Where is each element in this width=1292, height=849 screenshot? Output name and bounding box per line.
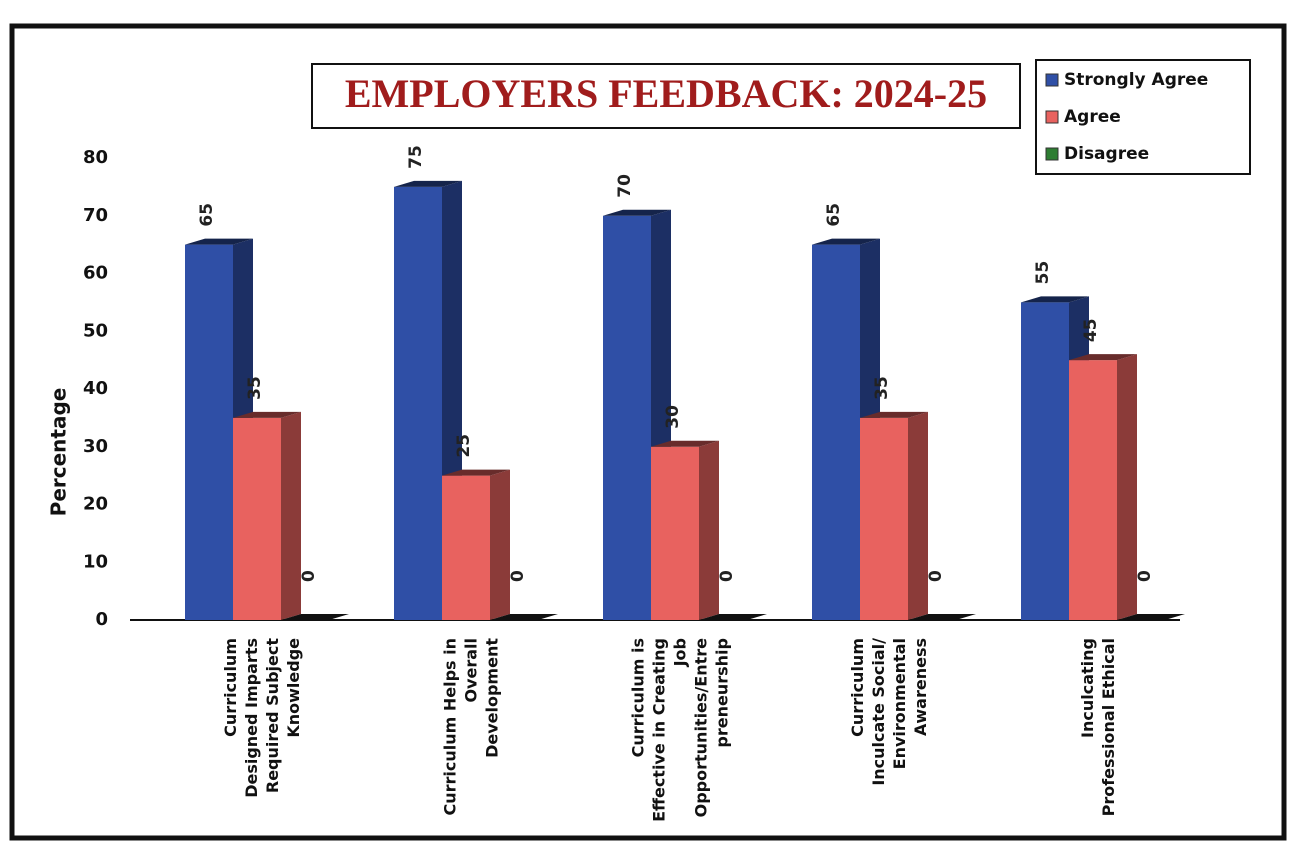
legend-label: Strongly Agree [1064, 70, 1208, 90]
bar [1069, 360, 1117, 620]
y-tick-label: 10 [83, 551, 108, 572]
value-label: 75 [406, 145, 426, 169]
bar-top [812, 238, 880, 245]
y-tick-label: 30 [83, 436, 108, 457]
bar [1021, 302, 1069, 620]
bar-top [233, 411, 301, 418]
x-tick-label: Effective in Creating [650, 638, 669, 822]
x-tick-label: Designed Imparts [242, 638, 261, 798]
bar-top [603, 209, 671, 216]
bar-side [1117, 354, 1137, 620]
y-tick-label: 80 [83, 147, 108, 168]
y-tick-label: 40 [83, 378, 108, 399]
value-label: 30 [663, 405, 683, 429]
x-tick-label: Curriculum Helps in [441, 638, 460, 816]
x-tick-label: Knowledge [284, 638, 303, 738]
bar [185, 244, 233, 620]
value-label: 45 [1081, 318, 1101, 342]
bar-top [908, 614, 976, 620]
value-label: 0 [508, 570, 528, 582]
y-tick-label: 60 [83, 263, 108, 284]
value-label: 0 [926, 570, 946, 582]
value-label: 70 [615, 174, 635, 198]
bar-side [699, 440, 719, 620]
x-tick-label: preneurship [713, 638, 732, 748]
value-label: 35 [872, 376, 892, 400]
bar-top [860, 411, 928, 418]
bar-top [1069, 354, 1137, 361]
bar-top [490, 614, 558, 620]
title-box [311, 63, 1021, 129]
x-tick-label: Professional Ethical [1099, 638, 1118, 816]
value-label: 55 [1033, 261, 1053, 285]
bar-top [1021, 296, 1089, 303]
chart-title: EMPLOYERS FEEDBACK: 2024-25 [345, 71, 987, 116]
y-tick-label: 20 [83, 494, 108, 515]
legend-label: Agree [1064, 107, 1121, 127]
x-tick-label: Overall [462, 638, 481, 703]
value-label: 25 [454, 434, 474, 458]
y-tick-label: 0 [95, 609, 108, 630]
x-tick-label: Required Subject [263, 638, 282, 793]
bar-top [699, 614, 767, 620]
bar [394, 186, 442, 620]
bar-top [281, 614, 349, 620]
bar [812, 244, 860, 620]
bar-top [1117, 614, 1185, 620]
x-tick-label: Inculcate Social/ [869, 638, 888, 786]
legend-box [1035, 59, 1251, 175]
value-label: 0 [1135, 570, 1155, 582]
value-label: 65 [824, 203, 844, 227]
y-tick-label: 50 [83, 320, 108, 341]
value-label: 0 [299, 570, 319, 582]
x-tick-label: Inculcating [1078, 638, 1097, 738]
bar-top [185, 238, 253, 245]
bar [442, 475, 490, 620]
x-tick-label: Opportunities/Entre [692, 638, 711, 818]
x-tick-label: Curriculum is [629, 638, 648, 757]
y-axis-label: Percentage [47, 388, 71, 517]
y-tick-label: 70 [83, 205, 108, 226]
bar-top [394, 180, 462, 187]
value-label: 35 [245, 376, 265, 400]
x-tick-label: Curriculum [221, 638, 240, 737]
legend-swatch [1045, 73, 1059, 87]
bar-side [908, 411, 928, 620]
value-label: 0 [717, 570, 737, 582]
bar-top [442, 469, 510, 476]
bar-top [651, 440, 719, 447]
bar [603, 215, 651, 620]
x-tick-label: Awareness [911, 638, 930, 736]
legend-label: Disagree [1064, 144, 1149, 164]
bar-side [490, 469, 510, 620]
x-tick-label: Environmental [890, 638, 909, 769]
x-tick-label: Development [483, 638, 502, 758]
frame [9, 23, 1287, 841]
legend-swatch [1045, 147, 1059, 161]
bar [233, 417, 281, 620]
value-label: 65 [197, 203, 217, 227]
x-tick-label: Job [671, 638, 690, 667]
legend-swatch [1045, 110, 1059, 124]
bar [651, 446, 699, 620]
bar [860, 417, 908, 620]
bar-side [281, 411, 301, 620]
x-tick-label: Curriculum [848, 638, 867, 737]
